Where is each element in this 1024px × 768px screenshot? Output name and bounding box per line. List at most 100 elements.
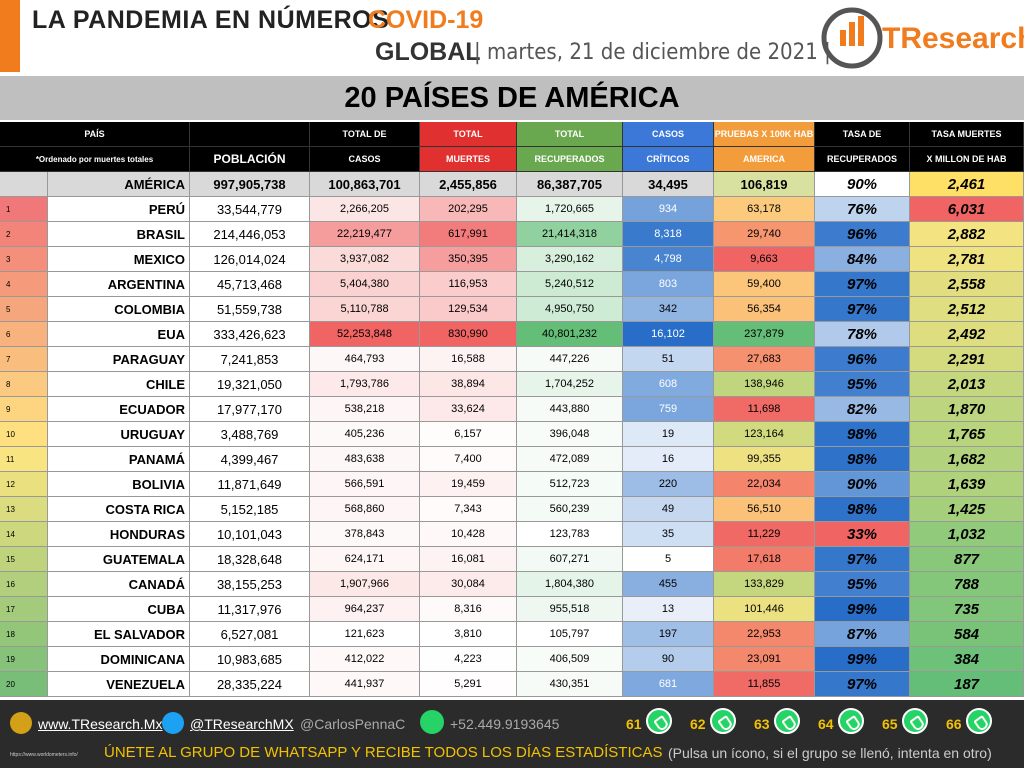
whatsapp-button[interactable]: [966, 708, 992, 734]
rank: 9: [0, 397, 48, 422]
country: COLOMBIA: [48, 297, 190, 322]
twitter-link[interactable]: @TResearchMX: [190, 716, 294, 732]
cell: 84%: [815, 247, 910, 272]
cell: 11,698: [714, 397, 815, 422]
phone: +52.449.9193645: [450, 716, 560, 732]
cell: 5,240,512: [517, 272, 623, 297]
country: PERÚ: [48, 197, 190, 222]
cell: 3,937,082: [310, 247, 420, 272]
cell: 121,623: [310, 622, 420, 647]
rank: 19: [0, 647, 48, 672]
cell: 11,317,976: [190, 597, 310, 622]
cell: 5,152,185: [190, 497, 310, 522]
header-cell: MUERTES: [420, 147, 517, 172]
cell: 584: [910, 622, 1024, 647]
header-cell: PAÍS: [0, 122, 190, 147]
web-icon: [10, 712, 32, 734]
cell: 11,855: [714, 672, 815, 697]
country: VENEZUELA: [48, 672, 190, 697]
whatsapp-button[interactable]: [902, 708, 928, 734]
country: CHILE: [48, 372, 190, 397]
rank: 15: [0, 547, 48, 572]
cell: 63,178: [714, 197, 815, 222]
country: URUGUAY: [48, 422, 190, 447]
cell: 4,399,467: [190, 447, 310, 472]
country: GUATEMALA: [48, 547, 190, 572]
cell: 17,977,170: [190, 397, 310, 422]
cell: 96%: [815, 222, 910, 247]
rank: 2: [0, 222, 48, 247]
cell: 95%: [815, 572, 910, 597]
cell: 472,089: [517, 447, 623, 472]
cell: 52,253,848: [310, 322, 420, 347]
cell: 441,937: [310, 672, 420, 697]
cell: 33,544,779: [190, 197, 310, 222]
cell: 7,343: [420, 497, 517, 522]
cell: 123,783: [517, 522, 623, 547]
date: | martes, 21 de diciembre de 2021 |: [474, 40, 831, 65]
logo-icon: [821, 7, 883, 69]
cell: 788: [910, 572, 1024, 597]
header-cell: TOTAL: [517, 122, 623, 147]
cell: 133,829: [714, 572, 815, 597]
cell: 21,414,318: [517, 222, 623, 247]
cell: 95%: [815, 372, 910, 397]
whatsapp-button[interactable]: [774, 708, 800, 734]
cell: 405,236: [310, 422, 420, 447]
header-cell: [190, 122, 310, 147]
rank: 1: [0, 197, 48, 222]
rank: 6: [0, 322, 48, 347]
cell: 38,155,253: [190, 572, 310, 597]
rank: 11: [0, 447, 48, 472]
total-cell: 2,455,856: [420, 172, 517, 197]
country: CANADÁ: [48, 572, 190, 597]
cell: 3,290,162: [517, 247, 623, 272]
cell: 13: [623, 597, 714, 622]
cell: 116,953: [420, 272, 517, 297]
whatsapp-button[interactable]: [710, 708, 736, 734]
twitter-link-2[interactable]: @CarlosPennaC: [300, 716, 406, 732]
cell: 11,871,649: [190, 472, 310, 497]
cell: 6,157: [420, 422, 517, 447]
cell: 1,639: [910, 472, 1024, 497]
cell: 7,400: [420, 447, 517, 472]
cell: 4,798: [623, 247, 714, 272]
cell: 430,351: [517, 672, 623, 697]
cell: 1,682: [910, 447, 1024, 472]
cell: 759: [623, 397, 714, 422]
cell: 2,492: [910, 322, 1024, 347]
cell: 56,354: [714, 297, 815, 322]
cell: 608: [623, 372, 714, 397]
cell: 1,907,966: [310, 572, 420, 597]
cell: 735: [910, 597, 1024, 622]
cell: 82%: [815, 397, 910, 422]
cell: 1,032: [910, 522, 1024, 547]
rank: 16: [0, 572, 48, 597]
cell: 1,704,252: [517, 372, 623, 397]
rank: 14: [0, 522, 48, 547]
cell: 38,894: [420, 372, 517, 397]
cell: 3,488,769: [190, 422, 310, 447]
header-cell: PRUEBAS X 100K HAB: [714, 122, 815, 147]
rank: 4: [0, 272, 48, 297]
rank: 20: [0, 672, 48, 697]
rank: 7: [0, 347, 48, 372]
header-cell: CASOS: [623, 122, 714, 147]
total-cell: 34,495: [623, 172, 714, 197]
cell: 97%: [815, 272, 910, 297]
header-cell: AMERICA: [714, 147, 815, 172]
cell: 455: [623, 572, 714, 597]
whatsapp-button[interactable]: [646, 708, 672, 734]
whatsapp-button[interactable]: [838, 708, 864, 734]
title: LA PANDEMIA EN NÚMEROS: [32, 6, 390, 34]
cell: 4,223: [420, 647, 517, 672]
cell: 28,335,224: [190, 672, 310, 697]
cell: 23,091: [714, 647, 815, 672]
cell: 2,781: [910, 247, 1024, 272]
web-link[interactable]: www.TResearch.Mx: [38, 716, 163, 732]
cell: 187: [910, 672, 1024, 697]
cell: 1,720,665: [517, 197, 623, 222]
cta-note: (Pulsa un ícono, si el grupo se llenó, i…: [668, 745, 992, 761]
total-cell: 106,819: [714, 172, 815, 197]
